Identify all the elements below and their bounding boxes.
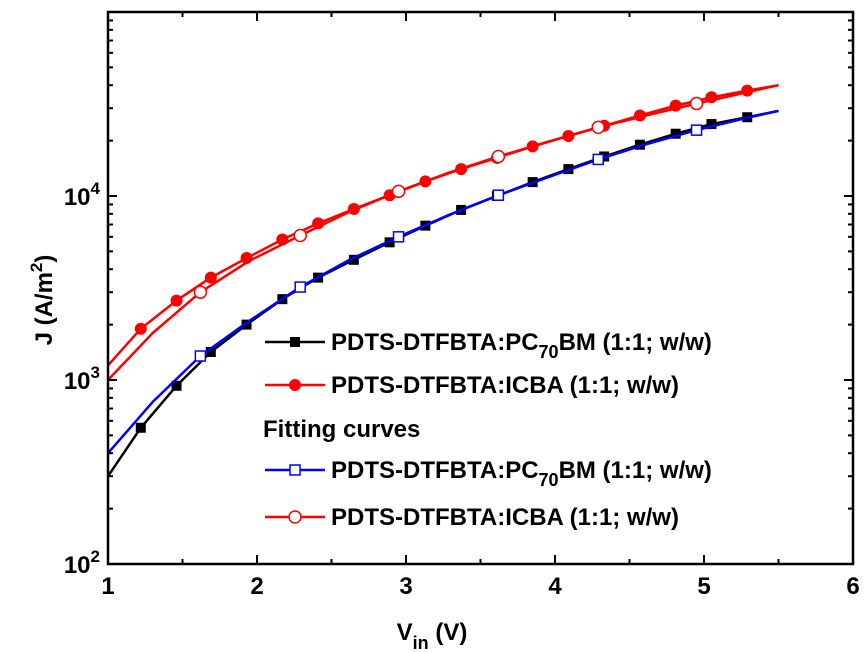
series-line (107, 83, 779, 367)
data-point (491, 149, 506, 164)
legend-entry-3: PDTS-DTFBTA:PC70BM (1:1; w/w) (265, 457, 712, 490)
data-point (204, 271, 217, 284)
legend-marker-open-circle (288, 510, 302, 524)
y-tick-label-base: 10 (64, 368, 91, 395)
y-tick-label: 104 (64, 179, 101, 211)
x-axis-title: Vin (V) (397, 619, 468, 652)
data-point (670, 128, 681, 139)
series-line (107, 109, 779, 455)
data-point (294, 281, 306, 293)
y-tick-label-exponent: 4 (91, 179, 101, 198)
data-point (135, 422, 146, 433)
data-point (391, 184, 406, 199)
legend-marker-filled-square (290, 337, 300, 347)
y-axis-title: J (A/m2) (27, 255, 58, 346)
x-tick-label: 4 (548, 573, 562, 600)
series-2 (107, 83, 779, 367)
data-point (591, 120, 605, 135)
x-tick-label: 6 (846, 573, 859, 600)
legend-entry-2: PDTS-DTFBTA:ICBA (1:1; w/w) (265, 372, 679, 399)
data-point (134, 322, 147, 335)
legend: PDTS-DTFBTA:PC70BM (1:1; w/w) PDTS-DTFBT… (263, 329, 712, 531)
legend-label-4: PDTS-DTFBTA:ICBA (1:1; w/w) (331, 504, 679, 531)
x-tick-label: 3 (399, 573, 412, 600)
legend-entry-4: PDTS-DTFBTA:ICBA (1:1; w/w) (265, 504, 679, 531)
x-tick-label: 5 (697, 573, 710, 600)
series-line (106, 109, 779, 477)
data-point (348, 254, 359, 265)
y-tick-label-exponent: 3 (91, 363, 100, 382)
y-tick-label-exponent: 2 (91, 547, 100, 566)
y-tick-label: 102 (64, 547, 100, 579)
data-point (392, 231, 405, 243)
y-tick-label: 103 (64, 363, 100, 395)
legend-entry-1: PDTS-DTFBTA:PC70BM (1:1; w/w) (265, 329, 712, 362)
x-tick-label: 1 (101, 573, 114, 600)
data-point (492, 189, 505, 201)
data-point (706, 119, 717, 130)
series-line (107, 83, 779, 381)
series-4 (107, 83, 779, 381)
legend-marker-open-square (289, 464, 301, 476)
series-1 (106, 109, 779, 477)
legend-label-1: PDTS-DTFBTA:PC70BM (1:1; w/w) (331, 329, 712, 362)
data-point (193, 285, 208, 299)
data-point (689, 96, 704, 111)
data-point (690, 124, 703, 136)
data-point (171, 380, 182, 391)
x-tick-label: 2 (250, 573, 263, 600)
y-tick-label-base: 10 (64, 552, 91, 579)
data-point (241, 319, 252, 330)
data-point (592, 153, 604, 166)
data-point (293, 228, 307, 243)
legend-marker-filled-circle (289, 379, 301, 391)
series-3 (107, 109, 779, 455)
y-tick-label-base: 10 (64, 184, 91, 211)
legend-label-2: PDTS-DTFBTA:ICBA (1:1; w/w) (331, 372, 679, 399)
data-point (194, 350, 207, 362)
data-point (205, 346, 216, 357)
legend-label-3: PDTS-DTFBTA:PC70BM (1:1; w/w) (331, 457, 712, 490)
data-point (634, 139, 645, 150)
data-point (170, 294, 183, 307)
series-layer (106, 83, 779, 477)
legend-heading: Fitting curves (263, 416, 420, 443)
